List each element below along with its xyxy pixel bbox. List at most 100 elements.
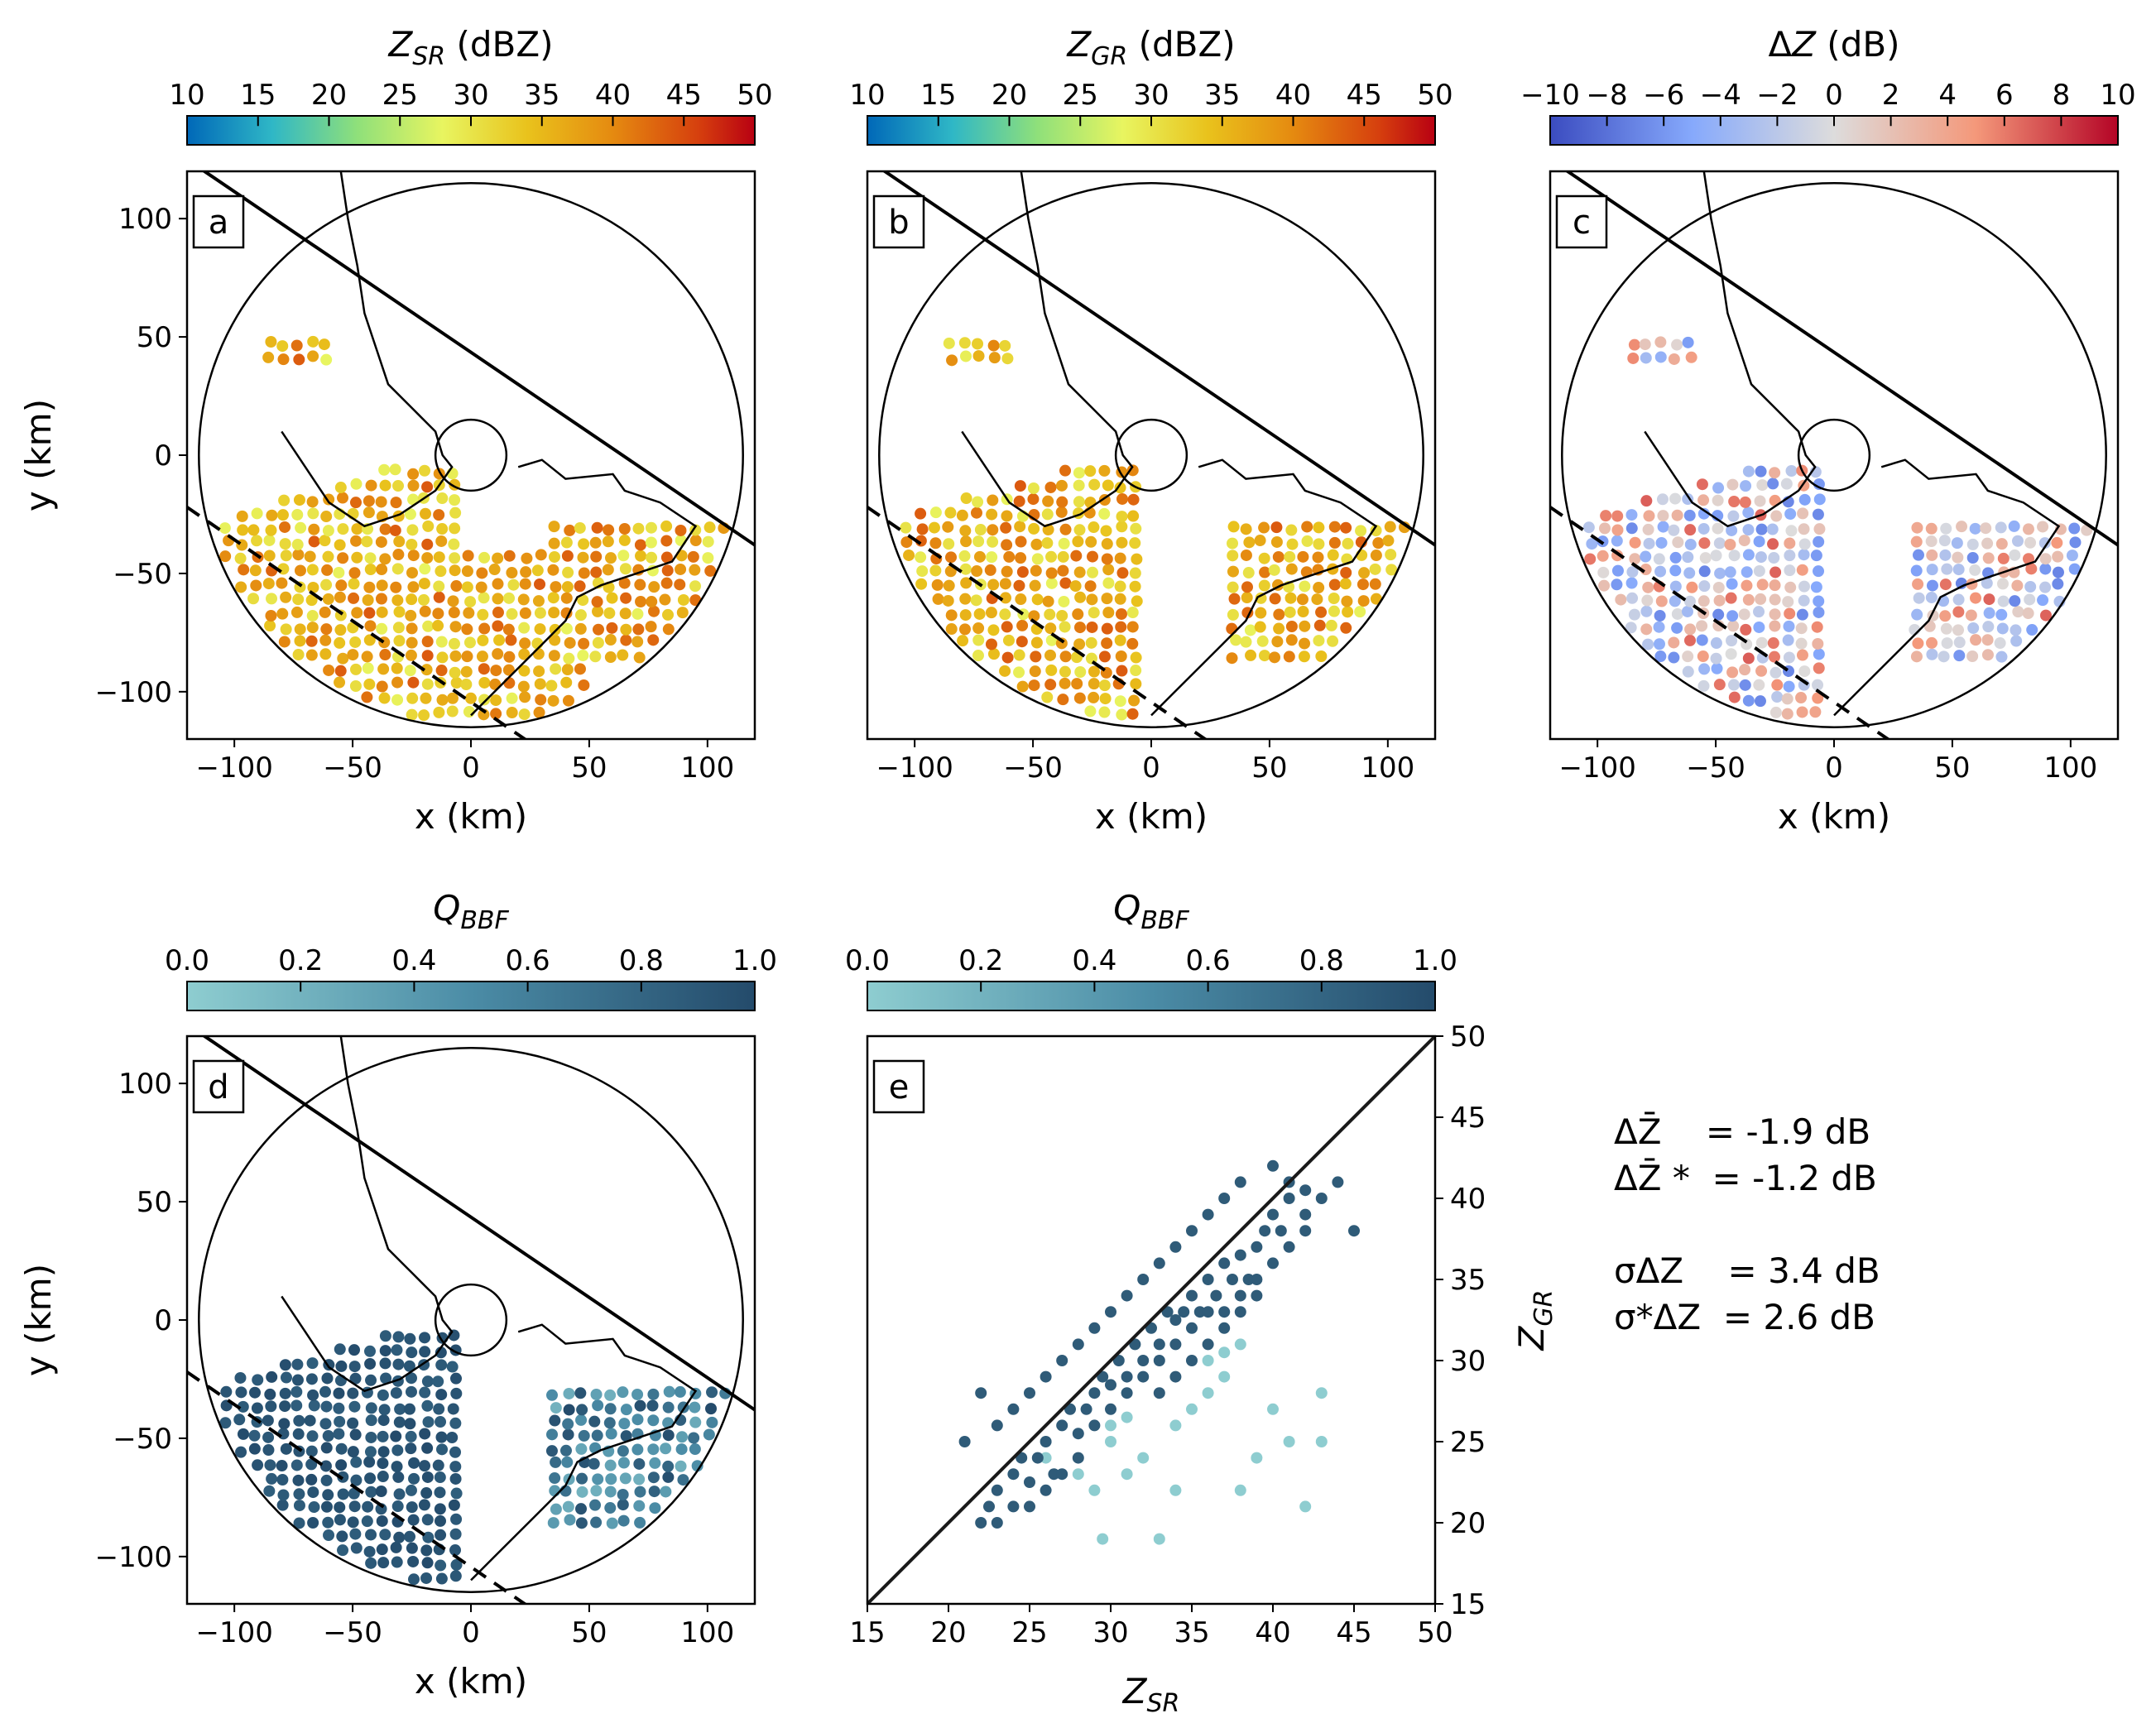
data-point [350, 1456, 363, 1468]
data-point [549, 1485, 561, 1497]
data-point [903, 549, 915, 561]
data-point [1910, 650, 1923, 663]
data-point [503, 650, 516, 663]
data-point [1698, 537, 1711, 550]
data-point [1712, 522, 1724, 535]
data-point [574, 663, 586, 675]
data-point [407, 479, 420, 492]
data-point [1114, 634, 1126, 646]
scatter-point-high-q [1007, 1468, 1020, 1481]
scatter-point-high-q [1202, 1208, 1214, 1221]
data-point [703, 1428, 715, 1441]
colorbar-tick-label: 25 [382, 79, 418, 112]
data-point [449, 1472, 462, 1485]
data-point [264, 1388, 276, 1400]
data-point [365, 1414, 377, 1427]
data-point [1311, 593, 1323, 606]
scatter-point-high-q [1267, 1257, 1279, 1270]
scatter-point-low-q [1234, 1338, 1246, 1351]
data-point [1629, 536, 1641, 549]
data-point [393, 635, 406, 647]
data-point [647, 1388, 660, 1400]
data-point [1952, 593, 1965, 606]
data-point [960, 577, 972, 589]
data-point [1669, 595, 1681, 607]
data-point [631, 1388, 644, 1400]
data-point [588, 1415, 601, 1428]
data-point [900, 521, 912, 534]
data-point [999, 578, 1011, 590]
data-point [432, 1375, 444, 1388]
data-point [606, 622, 618, 634]
data-point [1669, 580, 1682, 593]
x-tick-label: −50 [1003, 751, 1063, 785]
coastline [1644, 171, 1817, 528]
data-point [363, 506, 375, 519]
data-point [348, 592, 360, 604]
scatter-point-low-q [1202, 1355, 1214, 1366]
colorbar-tick-label: 0 [1825, 79, 1843, 112]
data-point [419, 1346, 431, 1358]
scatter-point-high-q [1056, 1468, 1068, 1481]
data-point [590, 566, 603, 578]
data-point [306, 564, 319, 576]
data-point [291, 508, 304, 521]
range-ring-outer [878, 182, 1424, 728]
coastline [470, 458, 698, 717]
data-point [1045, 550, 1058, 563]
data-point [435, 535, 448, 547]
data-point [447, 595, 459, 607]
data-point [2066, 550, 2078, 562]
data-point [293, 1517, 305, 1529]
data-point [1671, 338, 1683, 351]
data-point [592, 1473, 604, 1486]
colorbar-tick-label: 30 [1133, 79, 1169, 112]
scatter-point-low-q [1218, 1370, 1231, 1383]
data-point [972, 634, 985, 646]
data-point [999, 665, 1011, 677]
data-point [404, 508, 416, 521]
colorbar-tick-label: 40 [1275, 79, 1311, 112]
scatter-point-high-q [1072, 1428, 1084, 1440]
data-point [1685, 351, 1697, 363]
data-point [660, 551, 673, 564]
data-point [291, 1399, 303, 1412]
data-point [294, 564, 306, 577]
data-point [449, 552, 461, 564]
colorbar-tick-label: 0.8 [619, 944, 664, 977]
data-point [334, 1501, 346, 1514]
data-point [305, 1458, 318, 1471]
data-point [1086, 593, 1098, 606]
data-point [322, 593, 334, 605]
data-point [1285, 524, 1298, 536]
colorbar-zsr-title: ZSR (dBZ) [387, 24, 553, 71]
data-point [577, 650, 589, 662]
data-point [1340, 566, 1352, 578]
data-point [689, 1416, 702, 1428]
data-point [1970, 634, 1982, 646]
scatter-point-high-q [1169, 1370, 1182, 1383]
data-point [1073, 467, 1085, 479]
data-point [1327, 549, 1339, 561]
data-point [1781, 693, 1793, 705]
data-point [436, 492, 449, 505]
data-point [1015, 552, 1027, 564]
data-point [249, 1386, 262, 1399]
data-point [578, 637, 590, 650]
data-point [291, 539, 304, 551]
data-point [1769, 593, 1781, 606]
scatter-point-high-q [1283, 1193, 1295, 1204]
scatter-point-low-q [1072, 1468, 1084, 1481]
data-point [280, 1371, 292, 1384]
x-tick-label: −50 [323, 1616, 382, 1649]
data-point [1768, 552, 1780, 564]
scatter-point-low-q [1218, 1346, 1231, 1359]
data-point [2008, 520, 2020, 532]
data-point [408, 1573, 420, 1586]
scatter-point-high-q [991, 1484, 1003, 1496]
scatter-point-high-q [1080, 1403, 1092, 1415]
data-point [560, 607, 573, 619]
data-point [391, 563, 404, 575]
data-point [1742, 652, 1755, 665]
data-point [1227, 565, 1239, 578]
